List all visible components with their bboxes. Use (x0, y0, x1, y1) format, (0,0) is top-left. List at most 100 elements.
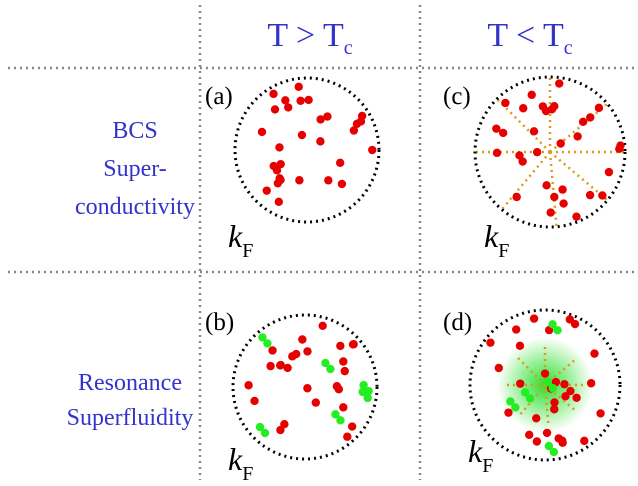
fermion (368, 146, 376, 154)
fermion (533, 437, 541, 445)
fermion (323, 112, 331, 120)
fermion (556, 139, 564, 147)
fermion (579, 118, 587, 126)
fermion (596, 409, 604, 417)
fermion (295, 83, 303, 91)
fermion (533, 148, 541, 156)
fermion (580, 437, 588, 445)
fermion (572, 212, 580, 220)
molecule-atom (550, 448, 558, 456)
row-label: conductivity (75, 194, 195, 220)
fermion (304, 96, 312, 104)
fermion (271, 105, 279, 113)
fermion (288, 352, 296, 360)
fermion (573, 132, 581, 140)
fermion (296, 97, 304, 105)
molecule-atom (336, 416, 344, 424)
fermion (560, 380, 568, 388)
fermion (512, 325, 520, 333)
molecule-atom (263, 339, 271, 347)
fermion (539, 102, 547, 110)
fermion (572, 394, 580, 402)
fermion (343, 433, 351, 441)
fermion (516, 379, 524, 387)
panel-label: (b) (205, 309, 234, 336)
fermion (349, 340, 357, 348)
fermion (303, 347, 311, 355)
fermion (266, 362, 274, 370)
fermion (358, 112, 366, 120)
molecule-atom (363, 394, 371, 402)
fermi-label: kF (468, 433, 493, 477)
fermion (336, 342, 344, 350)
fermion (298, 335, 306, 343)
pair-line (550, 152, 607, 200)
row-label: BCS (112, 118, 157, 144)
fermion (546, 208, 554, 216)
fermion (273, 166, 281, 174)
column-header: T > Tc (267, 17, 352, 59)
fermion (530, 127, 538, 135)
panel-label: (a) (205, 83, 233, 110)
fermion (561, 392, 569, 400)
fermion (550, 398, 558, 406)
fermion (587, 379, 595, 387)
molecule-atom (511, 403, 519, 411)
fermion (558, 185, 566, 193)
molecule-atom (553, 326, 561, 334)
fermion (525, 431, 533, 439)
fermion (341, 367, 349, 375)
fermion (493, 149, 501, 157)
fermion (250, 397, 258, 405)
fermion (268, 346, 276, 354)
fermi-label: kF (228, 218, 253, 262)
fermion (350, 126, 358, 134)
molecule-atom (326, 365, 334, 373)
fermion (486, 338, 494, 346)
fermi-label: kF (484, 218, 509, 262)
fermion (566, 315, 574, 323)
fermion (269, 90, 277, 98)
molecule-atom (549, 384, 557, 392)
fermion (318, 322, 326, 330)
fermion (516, 342, 524, 350)
fermion (590, 349, 598, 357)
molecule-atom (526, 394, 534, 402)
diagram: T > Tc T < Tc BCS Super- conductivity Re… (0, 0, 638, 486)
fermion (559, 199, 567, 207)
fermion (542, 181, 550, 189)
fermion (277, 361, 285, 369)
fermion (495, 364, 503, 372)
fermion (258, 128, 266, 136)
fermion (530, 314, 538, 322)
column-header: T < Tc (487, 17, 572, 59)
fermion (595, 104, 603, 112)
fermion (339, 357, 347, 365)
fermion (275, 198, 283, 206)
row-label: Super- (103, 156, 167, 182)
row-label: Resonance (78, 370, 182, 396)
fermion (586, 113, 594, 121)
fermion (274, 179, 282, 187)
fermion (339, 403, 347, 411)
fermion (543, 429, 551, 437)
fermion (586, 191, 594, 199)
fermion (532, 414, 540, 422)
fermion (555, 79, 563, 87)
fermion (598, 191, 606, 199)
fermion (605, 168, 613, 176)
panel-label: (d) (443, 309, 472, 336)
fermion (501, 99, 509, 107)
fermion (284, 103, 292, 111)
fermion (335, 385, 343, 393)
fermion (263, 186, 271, 194)
row-label: Superfluidity (67, 405, 194, 431)
fermion (316, 137, 324, 145)
fermion (303, 384, 311, 392)
fermion (550, 193, 558, 201)
fermion (280, 420, 288, 428)
fermion (312, 398, 320, 406)
fermion (528, 91, 536, 99)
fermion (541, 369, 549, 377)
fermion (298, 131, 306, 139)
